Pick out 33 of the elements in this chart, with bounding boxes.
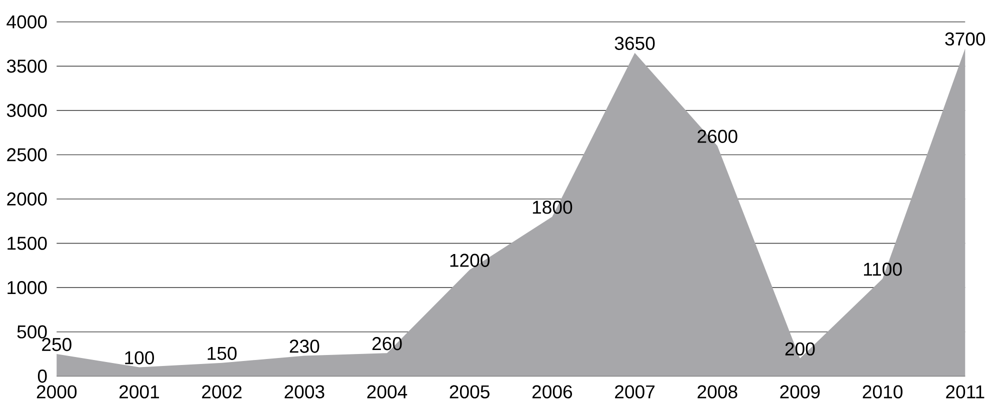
data-label: 260: [372, 337, 402, 350]
data-label: 200: [785, 342, 815, 356]
x-tick-label: 2009: [780, 385, 820, 398]
x-tick-label: 2001: [120, 385, 159, 398]
data-label: 150: [208, 346, 237, 360]
x-tick-label: 2003: [284, 385, 324, 398]
y-tick-label: 1500: [8, 236, 47, 250]
x-tick-label: 2002: [202, 385, 242, 398]
x-tick-label: 2000: [36, 385, 77, 398]
y-tick-label: 0: [38, 370, 47, 383]
data-label: 1100: [864, 262, 902, 276]
y-tick-label: 500: [17, 325, 47, 338]
data-label: 1200: [450, 254, 490, 267]
y-tick-label: 3500: [6, 60, 47, 73]
y-tick-label: 4000: [6, 15, 47, 28]
y-tick-label: 1000: [8, 281, 47, 294]
data-label: 2600: [698, 130, 738, 143]
data-label: 3700: [945, 32, 986, 46]
data-label: 3650: [614, 36, 655, 50]
data-label: 1800: [532, 200, 572, 214]
x-tick-label: 2008: [698, 385, 738, 398]
x-tick-label: 2006: [532, 385, 572, 398]
x-tick-label: 2011: [946, 385, 984, 398]
data-label: 230: [290, 340, 320, 353]
data-label: 250: [42, 338, 72, 352]
data-label: 100: [125, 351, 154, 364]
y-tick-label: 2000: [7, 192, 47, 206]
y-tick-label: 2500: [7, 148, 47, 162]
x-tick-label: 2010: [862, 385, 902, 398]
x-tick-label: 2004: [367, 385, 408, 398]
y-tick-label: 3000: [6, 104, 47, 118]
x-tick-label: 2005: [450, 385, 490, 398]
x-tick-label: 2007: [615, 385, 654, 398]
